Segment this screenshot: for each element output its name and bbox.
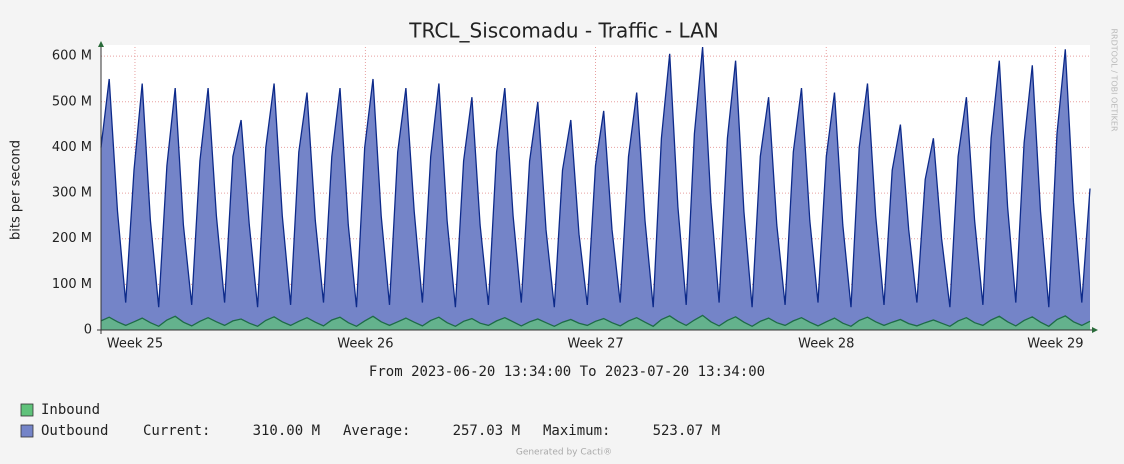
stat-label: Current: xyxy=(143,423,210,439)
legend-label: Inbound xyxy=(41,402,100,418)
y-tick-label: 500 M xyxy=(52,94,92,109)
stat-value: 523.07 M xyxy=(653,423,720,439)
y-tick-label: 200 M xyxy=(52,231,92,246)
x-tick-label: Week 27 xyxy=(567,337,623,352)
stat-value: 310.00 M xyxy=(253,423,320,439)
y-tick-label: 400 M xyxy=(52,140,92,155)
y-tick-label: 600 M xyxy=(52,49,92,64)
area xyxy=(101,315,1090,330)
x-tick-label: Week 29 xyxy=(1027,337,1083,352)
stat-value: 257.03 M xyxy=(453,423,520,439)
line xyxy=(100,46,1091,308)
area xyxy=(101,47,1090,330)
x-axis-label: From 2023-06-20 13:34:00 To 2023-07-20 1… xyxy=(369,364,765,380)
chart-title: TRCL_Siscomadu - Traffic - LAN xyxy=(408,19,718,43)
arrow xyxy=(98,41,104,47)
legend-label: Outbound xyxy=(41,423,108,439)
legend-swatch xyxy=(20,424,34,438)
y-axis-label: bits per second xyxy=(9,140,24,240)
line xyxy=(100,314,1091,328)
x-tick-label: Week 25 xyxy=(107,337,163,352)
side-text: RRDTOOL / TOBI OETIKER xyxy=(1110,28,1119,131)
stat-label: Average: xyxy=(343,423,410,439)
y-tick-label: 300 M xyxy=(52,186,92,201)
y-tick-label: 0 xyxy=(84,323,92,338)
footer: Generated by Cacti® xyxy=(516,448,612,458)
x-tick-label: Week 26 xyxy=(337,337,393,352)
legend-swatch xyxy=(20,403,34,417)
y-tick-label: 100 M xyxy=(52,277,92,292)
stat-label: Maximum: xyxy=(543,423,610,439)
x-tick-label: Week 28 xyxy=(798,337,854,352)
arrow xyxy=(1092,327,1098,333)
